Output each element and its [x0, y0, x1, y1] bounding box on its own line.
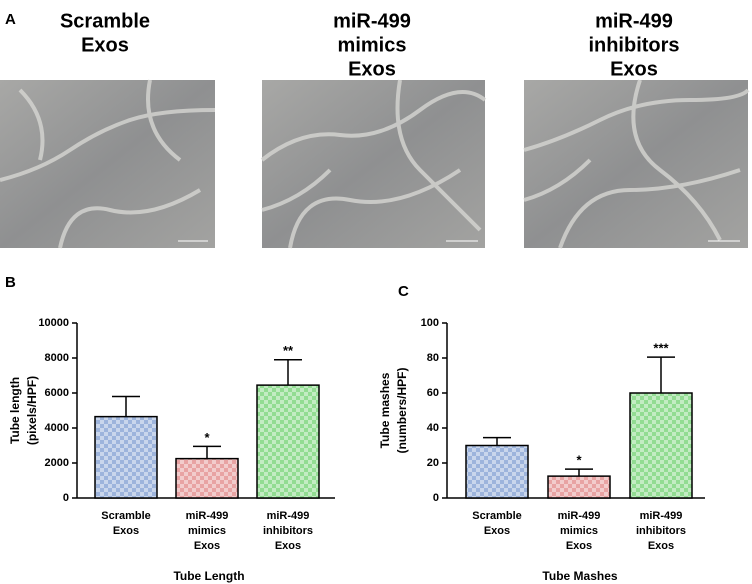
x-tick-label: Exos: [648, 540, 674, 552]
x-tick-label: mimics: [188, 525, 226, 537]
significance-label: **: [283, 343, 294, 358]
micrograph-title: miR-499: [333, 10, 411, 32]
y-axis-title: (numbers/HPF): [395, 367, 409, 453]
y-tick-label: 80: [427, 352, 439, 364]
significance-label: *: [204, 430, 210, 445]
micrograph-title: inhibitors: [588, 34, 679, 56]
x-tick-label: Scramble: [472, 510, 522, 522]
micrograph-title: miR-499: [595, 10, 673, 32]
x-tick-label: Exos: [275, 540, 301, 552]
micrograph-title: Exos: [348, 58, 396, 80]
x-tick-label: miR-499: [186, 510, 229, 522]
y-tick-label: 60: [427, 387, 439, 399]
y-tick-label: 40: [427, 422, 439, 434]
x-tick-label: Exos: [194, 540, 220, 552]
x-tick-label: mimics: [560, 525, 598, 537]
y-tick-label: 6000: [45, 387, 69, 399]
x-tick-label: inhibitors: [263, 525, 313, 537]
bar: [94, 415, 158, 499]
micrograph: [260, 79, 487, 249]
x-tick-label: Exos: [484, 525, 510, 537]
micrograph-title: Exos: [81, 34, 129, 56]
micrograph-title: Scramble: [60, 10, 150, 32]
x-tick-label: miR-499: [267, 510, 310, 522]
y-tick-label: 10000: [38, 317, 69, 329]
micrograph: [523, 79, 750, 249]
x-axis-title: Tube Mashes: [542, 569, 617, 583]
x-tick-label: Exos: [566, 540, 592, 552]
bar: [547, 475, 611, 499]
x-axis-title: Tube Length: [173, 569, 244, 583]
bar: [629, 392, 693, 499]
x-tick-label: miR-499: [640, 510, 683, 522]
micrograph-title: mimics: [338, 34, 407, 56]
x-tick-label: Exos: [113, 525, 139, 537]
x-tick-label: miR-499: [558, 510, 601, 522]
x-tick-label: Scramble: [101, 510, 151, 522]
bar: [465, 444, 529, 499]
significance-label: *: [576, 453, 582, 468]
y-tick-label: 20: [427, 457, 439, 469]
y-axis-title: Tube mashes: [378, 372, 392, 448]
panel-label: A: [5, 11, 16, 28]
micrograph: [0, 79, 216, 249]
y-tick-label: 8000: [45, 352, 69, 364]
y-tick-label: 0: [433, 492, 439, 504]
y-tick-label: 100: [421, 317, 439, 329]
y-axis-title: Tube length: [8, 377, 22, 444]
y-axis-title: (pixels/HPF): [25, 376, 39, 445]
bar: [256, 384, 320, 499]
panel-label: C: [398, 283, 409, 300]
y-tick-label: 4000: [45, 422, 69, 434]
x-tick-label: inhibitors: [636, 525, 686, 537]
significance-label: ***: [653, 341, 669, 356]
micrograph-title: Exos: [610, 58, 658, 80]
bar: [175, 457, 239, 499]
panel-label: B: [5, 274, 16, 291]
y-tick-label: 0: [63, 492, 69, 504]
y-tick-label: 2000: [45, 457, 69, 469]
